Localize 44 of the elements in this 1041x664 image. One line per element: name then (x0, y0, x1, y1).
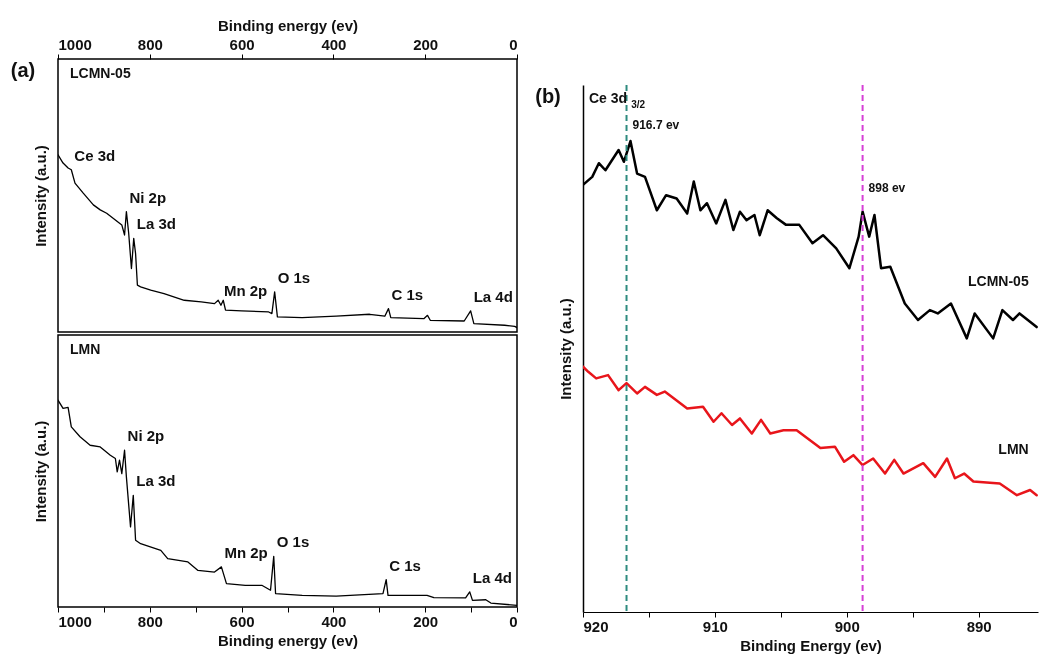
annotation: O 1s (277, 268, 311, 286)
x-tick-label: 0 (509, 612, 518, 630)
chart-title: Ce 3d$_{3/2}$ (589, 90, 646, 110)
x-tick-label: 400 (321, 612, 347, 630)
x-axis-title: Binding Energy (ev) (740, 636, 882, 654)
annotation: Mn 2p (223, 282, 268, 300)
annotation: C 1s (391, 285, 424, 303)
annotation: Ce 3d (74, 146, 116, 164)
annotation: La 3d (136, 472, 176, 490)
annotation: Ni 2p (127, 427, 165, 445)
text: LCMN-05 (70, 65, 131, 81)
x-axis-title: Binding energy (ev) (217, 16, 359, 34)
x-tick-label: 1000 (58, 612, 92, 630)
text: (b) (535, 85, 561, 107)
x-tick-label: 910 (702, 617, 728, 635)
series-label: LCMN-05 (968, 273, 1029, 290)
y-axis-title: Intensity (a.u.) (556, 298, 574, 400)
x-tick-label: 900 (834, 617, 860, 635)
series-label: LMN (998, 441, 1029, 458)
x-tick-label: 890 (966, 617, 992, 635)
annotation: La 3d (136, 215, 176, 233)
x-tick-label: 800 (137, 35, 163, 53)
x-tick-label: 1000 (58, 35, 92, 53)
x-tick-label: 200 (413, 612, 439, 630)
x-axis-title: Binding energy (ev) (217, 631, 359, 649)
annotation: C 1s (389, 556, 421, 574)
annotation: Ni 2p (129, 188, 167, 206)
y-axis-title: Intensity (a.u.) (31, 420, 49, 523)
annotation: 898 ev (868, 180, 906, 195)
x-tick-label: 600 (229, 612, 255, 630)
annotation: O 1s (276, 533, 310, 551)
x-tick-label: 200 (413, 35, 439, 53)
annotation: La 4d (472, 568, 512, 586)
annotation: La 4d (473, 287, 513, 305)
text: (a) (10, 59, 36, 81)
y-axis-title: Intensity (a.u.) (31, 145, 49, 247)
annotation: 916.7 ev (632, 117, 680, 132)
x-tick-label: 920 (583, 617, 609, 635)
x-tick-label: 800 (137, 612, 163, 630)
text: LMN (70, 341, 101, 357)
x-tick-label: 600 (229, 35, 255, 53)
x-tick-label: 400 (321, 35, 347, 53)
annotation: Mn 2p (224, 543, 268, 561)
x-tick-label: 0 (509, 35, 518, 53)
